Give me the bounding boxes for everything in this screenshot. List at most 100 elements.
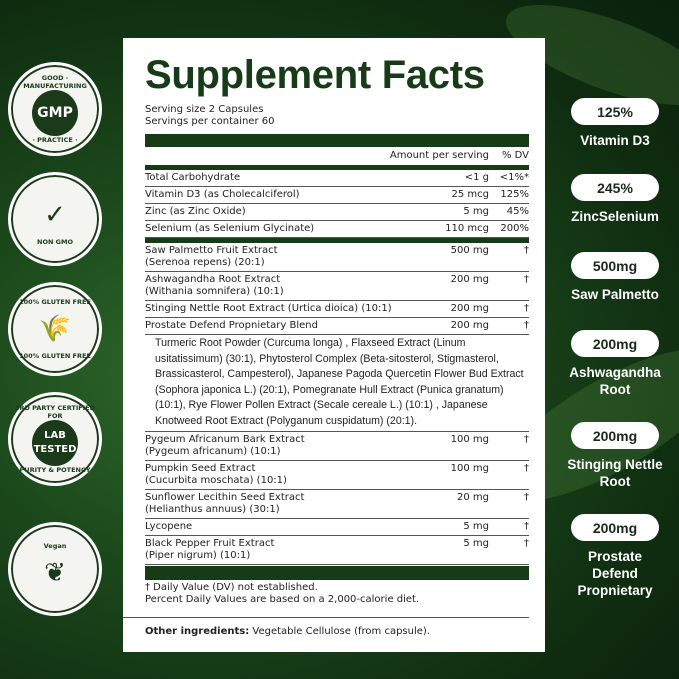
daily-value: †	[524, 521, 529, 532]
daily-value: †	[524, 320, 529, 331]
amount: 5 mg	[463, 206, 489, 217]
table-row: Pygeum Africanum Bark Extract (Pygeum afr…	[145, 432, 529, 461]
ingredient-name-line: Zinc (as Zinc Oxide)	[145, 206, 246, 217]
lab-tested-icon: LAB TESTED	[32, 420, 78, 466]
ingredient-sub: (Cucurbita moschata) (10:1)	[145, 475, 287, 486]
amount: 500 mg	[450, 245, 489, 256]
ingredient-name: Ashwagandha Root Extract (Withania somnif…	[145, 274, 409, 298]
ingredient-sub: (Pygeum africanum) (10:1)	[145, 446, 281, 457]
ingredient-name: Lycopene	[145, 521, 409, 533]
badge-wheat: 100% GLUTEN FREE 🌾 100% GLUTEN FREE	[8, 282, 102, 376]
badge-ring-top: 100% GLUTEN FREE	[19, 298, 91, 306]
ingredient-name: Total Carbohydrate	[145, 172, 409, 184]
table-row: Saw Palmetto Fruit Extract (Serenoa repen…	[145, 243, 529, 272]
amount: 100 mg	[450, 463, 489, 474]
daily-value: †	[524, 274, 529, 285]
highlight-label: Vitamin D3	[580, 133, 650, 148]
serving-info: Serving size 2 Capsules Servings per con…	[145, 104, 529, 128]
ingredient-sub: (Serenoa repens) (20:1)	[145, 257, 265, 268]
ingredient-name: Saw Palmetto Fruit Extract (Serenoa repen…	[145, 245, 409, 269]
amount: 200 mg	[450, 274, 489, 285]
badge-checkmark-leaf: ✓ NON GMO	[8, 172, 102, 266]
page-title: Supplement Facts	[145, 53, 485, 97]
ingredient-name-line: Total Carbohydrate	[145, 172, 241, 183]
badge-ring-bottom: · PRACTICE ·	[32, 136, 78, 144]
ingredient-name-line: Vitamin D3 (as Cholecalciferol)	[145, 189, 300, 200]
ingredient-name-line: Saw Palmetto Fruit Extract	[145, 245, 278, 256]
highlight-value: 200mg	[571, 422, 659, 449]
other-ingredients: Other ingredients: Vegetable Cellulose (…	[123, 617, 529, 637]
table-row: Vitamin D3 (as Cholecalciferol) 25 mcg 125…	[145, 187, 529, 204]
badge-vegan-leaf: Vegan ❦	[8, 522, 102, 616]
table-row: Ashwagandha Root Extract (Withania somnif…	[145, 272, 529, 301]
blend-ingredients: Turmeric Root Powder (Curcuma longa) , F…	[145, 335, 529, 432]
gmp-icon: GMP	[32, 90, 78, 136]
daily-value: <1%*	[499, 172, 529, 183]
ingredient-name: Stinging Nettle Root Extract (Urtica dio…	[145, 303, 409, 315]
supplement-facts-panel: Supplement Facts Serving size 2 Capsules…	[123, 38, 545, 652]
ingredient-name: Vitamin D3 (as Cholecalciferol)	[145, 189, 409, 201]
divider-bar	[145, 165, 529, 170]
table-row: Zinc (as Zinc Oxide) 5 mg 45%	[145, 204, 529, 221]
daily-value: †	[524, 538, 529, 549]
highlight-label: Saw Palmetto	[571, 287, 659, 302]
ingredient-name-line: Prostate Defend Propnietary Blend	[145, 320, 318, 331]
ingredient-name-line: Pygeum Africanum Bark Extract	[145, 434, 305, 445]
serving-size: Serving size 2 Capsules	[145, 104, 264, 115]
table-row: Prostate Defend Propnietary Blend 200 mg †	[145, 318, 529, 335]
badge-ring-top: GOOD · MANUFACTURING	[23, 74, 87, 90]
ingredient-name: Pumpkin Seed Extract (Cucurbita moschata)…	[145, 463, 409, 487]
highlight-label: ZincSelenium	[571, 209, 659, 224]
badge-gmp: GOOD · MANUFACTURING GMP · PRACTICE ·	[8, 62, 102, 156]
footnote-dv: † Daily Value (DV) not established.	[145, 582, 318, 593]
ingredient-name-line: Selenium (as Selenium Glycinate)	[145, 223, 315, 234]
ingredient-name: Black Pepper Fruit Extract (Piper nigrum)…	[145, 538, 409, 562]
servings-per-container: Servings per container 60	[145, 116, 275, 127]
amount: 200 mg	[450, 320, 489, 331]
highlight-label: Prostate Defend Propnietary	[577, 549, 653, 598]
daily-value: †	[524, 303, 529, 314]
ingredient-sub: (Withania somnifera) (10:1)	[145, 286, 284, 297]
ingredient-name-line: Pumpkin Seed Extract	[145, 463, 256, 474]
other-ingredients-value: Vegetable Cellulose (from capsule).	[249, 626, 430, 637]
amount-header: Amount per serving	[389, 150, 489, 161]
daily-value: 200%	[500, 223, 529, 234]
table-row: Selenium (as Selenium Glycinate) 110 mcg 2…	[145, 221, 529, 238]
amount: 5 mg	[463, 521, 489, 532]
highlight-value: 245%	[571, 174, 659, 201]
daily-value: †	[524, 492, 529, 503]
daily-value: †	[524, 245, 529, 256]
badge-ring-top: Vegan	[43, 542, 67, 550]
other-ingredients-label: Other ingredients:	[145, 626, 250, 637]
ingredient-name: Selenium (as Selenium Glycinate)	[145, 223, 409, 235]
amount: 5 mg	[463, 538, 489, 549]
table-row: Stinging Nettle Root Extract (Urtica dio…	[145, 301, 529, 318]
daily-value: 125%	[500, 189, 529, 200]
ingredient-sub: (Helianthus annuus) (30:1)	[145, 504, 280, 515]
ingredient-name: Zinc (as Zinc Oxide)	[145, 206, 409, 218]
amount: <1 g	[464, 172, 489, 183]
amount: 20 mg	[457, 492, 489, 503]
amount: 110 mcg	[445, 223, 489, 234]
ingredient-name-line: Black Pepper Fruit Extract	[145, 538, 275, 549]
badge-ring-bottom: 100% GLUTEN FREE	[19, 352, 91, 360]
highlight-value: 125%	[571, 98, 659, 125]
daily-value: †	[524, 463, 529, 474]
divider-bar	[145, 238, 529, 243]
ingredient-sub: (Piper nigrum) (10:1)	[145, 550, 251, 561]
table-header: Amount per serving % DV	[145, 147, 529, 165]
highlight-label: Stinging Nettle Root	[567, 457, 663, 489]
divider-bar	[145, 566, 529, 580]
daily-value: 45%	[506, 206, 529, 217]
ingredient-name-line: Ashwagandha Root Extract	[145, 274, 281, 285]
table-row: Black Pepper Fruit Extract (Piper nigrum)…	[145, 536, 529, 565]
footnotes: † Daily Value (DV) not established. Perc…	[145, 580, 529, 609]
badge-lab-tested: 3RD PARTY CERTIFIED FOR LAB TESTED PURITY …	[8, 392, 102, 486]
table-row: Pumpkin Seed Extract (Cucurbita moschata)…	[145, 461, 529, 490]
dv-header: % DV	[501, 150, 529, 161]
table-row: Sunflower Lecithin Seed Extract (Helianth…	[145, 490, 529, 519]
ingredient-name-line: Sunflower Lecithin Seed Extract	[145, 492, 305, 503]
table-row: Total Carbohydrate <1 g <1%*	[145, 170, 529, 187]
ingredient-name: Sunflower Lecithin Seed Extract (Helianth…	[145, 492, 409, 516]
checkmark-leaf-icon: ✓	[44, 200, 66, 230]
